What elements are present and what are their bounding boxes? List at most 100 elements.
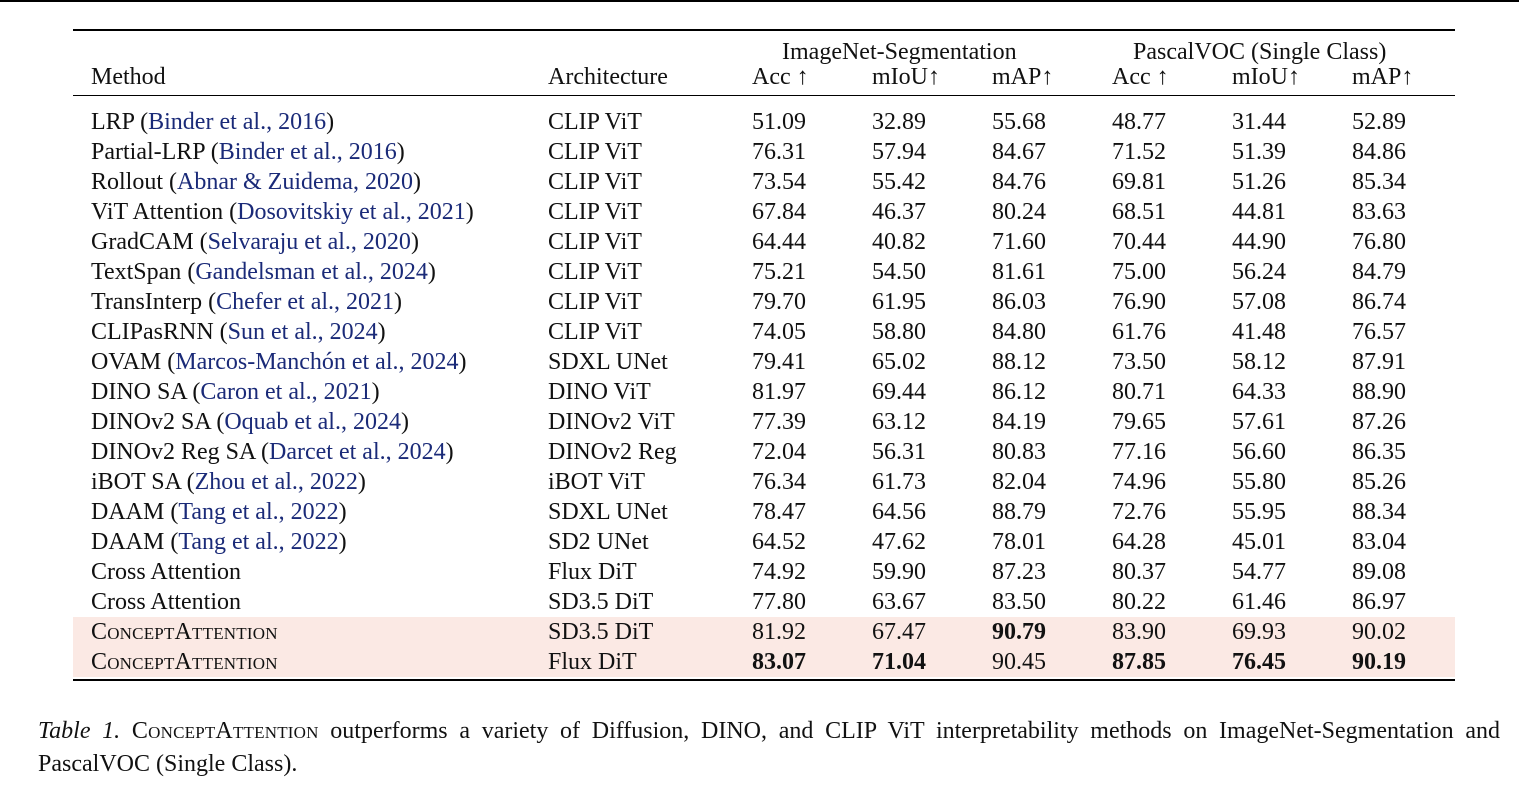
method-name: Cross Attention <box>91 559 242 585</box>
table-row: CLIPasRNN (Sun et al., 2024) CLIP ViT 74.0… <box>73 317 1455 347</box>
citation-link[interactable]: Sun et al., 2024 <box>227 319 378 345</box>
citation-link[interactable]: Gandelsman et al., 2024 <box>195 259 428 285</box>
cell-imagenet-map: 78.01 <box>992 529 1046 555</box>
cell-pascal-acc: 48.77 <box>1112 109 1166 135</box>
cell-pascal-miou: 41.48 <box>1232 319 1286 345</box>
cell-pascal-map: 86.97 <box>1352 589 1406 615</box>
cell-pascal-acc: 71.52 <box>1112 139 1166 165</box>
cell-imagenet-acc: 83.07 <box>752 649 806 675</box>
cell-method: ConceptAttention <box>91 618 278 646</box>
group-header-imagenet: ImageNet-Segmentation <box>782 39 1017 65</box>
cell-method: Partial-LRP (Binder et al., 2016) <box>91 139 405 165</box>
cell-pascal-acc: 79.65 <box>1112 409 1166 435</box>
cell-pascal-map: 86.74 <box>1352 289 1406 315</box>
cell-pascal-map: 86.35 <box>1352 439 1406 465</box>
col-header-pascal-map: mAP↑ <box>1352 64 1414 90</box>
cell-pascal-miou: 54.77 <box>1232 559 1286 585</box>
cell-architecture: SD3.5 DiT <box>548 589 654 615</box>
cell-imagenet-miou: 56.31 <box>872 439 926 465</box>
cell-method: Cross Attention <box>91 588 241 616</box>
table-row: DAAM (Tang et al., 2022) SDXL UNet 78.47 64… <box>73 497 1455 527</box>
cell-pascal-acc: 74.96 <box>1112 469 1166 495</box>
cell-architecture: SD3.5 DiT <box>548 619 654 645</box>
citation-link[interactable]: Binder et al., 2016 <box>218 139 397 165</box>
method-name: ViT Attention <box>91 199 224 225</box>
cell-pascal-acc: 61.76 <box>1112 319 1166 345</box>
cell-architecture: iBOT ViT <box>548 469 646 495</box>
method-name: TextSpan <box>91 259 182 285</box>
cell-method: DINOv2 Reg SA (Darcet et al., 2024) <box>91 439 454 465</box>
table-row: OVAM (Marcos-Manchón et al., 2024) SDXL U… <box>73 347 1455 377</box>
cell-imagenet-miou: 32.89 <box>872 109 926 135</box>
citation-link[interactable]: Marcos-Manchón et al., 2024 <box>175 349 459 375</box>
table-row: Cross Attention Flux DiT 74.92 59.90 87.23 80… <box>73 557 1455 587</box>
cell-pascal-miou: 55.80 <box>1232 469 1286 495</box>
method-name: OVAM <box>91 349 162 375</box>
cell-pascal-map: 85.34 <box>1352 169 1406 195</box>
cell-pascal-acc: 80.37 <box>1112 559 1166 585</box>
cell-imagenet-miou: 63.67 <box>872 589 926 615</box>
cell-architecture: SD2 UNet <box>548 529 649 555</box>
cell-imagenet-acc: 79.70 <box>752 289 806 315</box>
citation-link[interactable]: Oquab et al., 2024 <box>224 409 401 435</box>
cell-imagenet-map: 84.76 <box>992 169 1046 195</box>
cell-imagenet-miou: 61.95 <box>872 289 926 315</box>
cell-imagenet-map: 88.79 <box>992 499 1046 525</box>
citation-link[interactable]: Selvaraju et al., 2020 <box>207 229 411 255</box>
cell-imagenet-miou: 47.62 <box>872 529 926 555</box>
cell-imagenet-miou: 58.80 <box>872 319 926 345</box>
cell-imagenet-acc: 77.39 <box>752 409 806 435</box>
citation-link[interactable]: Tang et al., 2022 <box>178 529 339 555</box>
col-header-imagenet-acc: Acc ↑ <box>752 64 809 90</box>
cell-method: DINO SA (Caron et al., 2021) <box>91 379 380 405</box>
cell-method: DINOv2 SA (Oquab et al., 2024) <box>91 409 409 435</box>
cell-method: ViT Attention (Dosovitskiy et al., 2021) <box>91 199 474 225</box>
cell-pascal-map: 87.26 <box>1352 409 1406 435</box>
cell-pascal-miou: 69.93 <box>1232 619 1286 645</box>
cell-method: CLIPasRNN (Sun et al., 2024) <box>91 319 386 345</box>
citation-link[interactable]: Binder et al., 2016 <box>148 109 327 135</box>
cell-pascal-acc: 87.85 <box>1112 649 1166 675</box>
cell-pascal-map: 90.19 <box>1352 649 1406 675</box>
cell-imagenet-acc: 67.84 <box>752 199 806 225</box>
cell-architecture: CLIP ViT <box>548 169 642 195</box>
citation-link[interactable]: Darcet et al., 2024 <box>269 439 446 465</box>
cell-imagenet-miou: 59.90 <box>872 559 926 585</box>
cell-architecture: Flux DiT <box>548 559 637 585</box>
method-name: DAAM <box>91 499 165 525</box>
table-bottom-rule <box>73 679 1455 681</box>
cell-method: iBOT SA (Zhou et al., 2022) <box>91 469 366 495</box>
cell-imagenet-map: 84.67 <box>992 139 1046 165</box>
cell-imagenet-map: 80.83 <box>992 439 1046 465</box>
cell-imagenet-map: 90.79 <box>992 619 1046 645</box>
citation-link[interactable]: Tang et al., 2022 <box>178 499 339 525</box>
cell-pascal-acc: 73.50 <box>1112 349 1166 375</box>
col-header-architecture: Architecture <box>548 64 668 90</box>
table-row: TransInterp (Chefer et al., 2021) CLIP Vi… <box>73 287 1455 317</box>
cell-imagenet-miou: 63.12 <box>872 409 926 435</box>
citation-link[interactable]: Dosovitskiy et al., 2021 <box>237 199 466 225</box>
cell-pascal-acc: 77.16 <box>1112 439 1166 465</box>
citation-link[interactable]: Zhou et al., 2022 <box>194 469 358 495</box>
cell-pascal-miou: 76.45 <box>1232 649 1286 675</box>
table-caption: Table 1. ConceptAttention outperforms a … <box>38 715 1500 781</box>
cell-method: DAAM (Tang et al., 2022) <box>91 529 347 555</box>
cell-imagenet-acc: 78.47 <box>752 499 806 525</box>
cell-pascal-acc: 69.81 <box>1112 169 1166 195</box>
method-name: TransInterp <box>91 289 203 315</box>
cell-imagenet-map: 55.68 <box>992 109 1046 135</box>
cell-architecture: Flux DiT <box>548 649 637 675</box>
method-name: GradCAM <box>91 229 194 255</box>
caption-text: outperforms a variety of Diffusion, DINO… <box>38 718 1501 777</box>
citation-link[interactable]: Caron et al., 2021 <box>200 379 372 405</box>
citation-link[interactable]: Abnar & Zuidema, 2020 <box>177 169 413 195</box>
table-row: Rollout (Abnar & Zuidema, 2020) CLIP ViT 7… <box>73 167 1455 197</box>
cell-imagenet-acc: 79.41 <box>752 349 806 375</box>
cell-pascal-acc: 76.90 <box>1112 289 1166 315</box>
cell-imagenet-map: 80.24 <box>992 199 1046 225</box>
cell-architecture: DINO ViT <box>548 379 651 405</box>
cell-imagenet-acc: 76.34 <box>752 469 806 495</box>
header-rule <box>73 95 1455 96</box>
citation-link[interactable]: Chefer et al., 2021 <box>216 289 395 315</box>
cell-architecture: CLIP ViT <box>548 199 642 225</box>
